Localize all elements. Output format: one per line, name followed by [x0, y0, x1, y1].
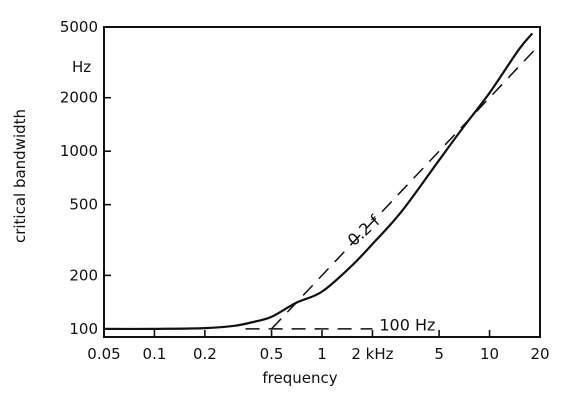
x-tick-label: 0.2	[193, 345, 217, 363]
x-tick-label: 0.05	[87, 345, 120, 363]
y-tick-label: 1000	[60, 142, 98, 160]
y-tick-label: 500	[69, 196, 98, 214]
annotation-label: 100 Hz	[379, 315, 435, 334]
x-tick-label: 2 kHz	[351, 345, 393, 363]
x-tick-label: 0.1	[143, 345, 167, 363]
y-axis-title: critical bandwidth	[11, 109, 29, 243]
y-tick-label: 2000	[60, 89, 98, 107]
x-tick-label: 1	[317, 345, 327, 363]
annotation-label: 0.2 f	[344, 211, 384, 250]
series-layer	[103, 32, 541, 331]
x-axis-ticks: 0.05 0.1 0.2 0.5 1 2 kHz 5 10 20	[87, 330, 550, 363]
y-tick-label: 200	[69, 266, 98, 284]
x-tick-label: 20	[530, 345, 549, 363]
x-tick-label: 10	[480, 345, 499, 363]
x-tick-label: 5	[434, 345, 444, 363]
y-tick-label: 100	[69, 320, 98, 338]
series-critical-bandwidth-line	[103, 32, 534, 331]
y-tick-label: 5000	[60, 18, 98, 36]
y-axis-ticks: 100 200 500 1000 2000 5000	[60, 18, 111, 338]
annotation-layer: 0.2 f 100 Hz	[344, 211, 436, 334]
x-axis-title: frequency	[262, 369, 337, 387]
series-asymptote-line-1	[271, 43, 541, 330]
x-tick-label: 0.5	[260, 345, 284, 363]
y-axis-unit-label: Hz	[72, 58, 91, 76]
